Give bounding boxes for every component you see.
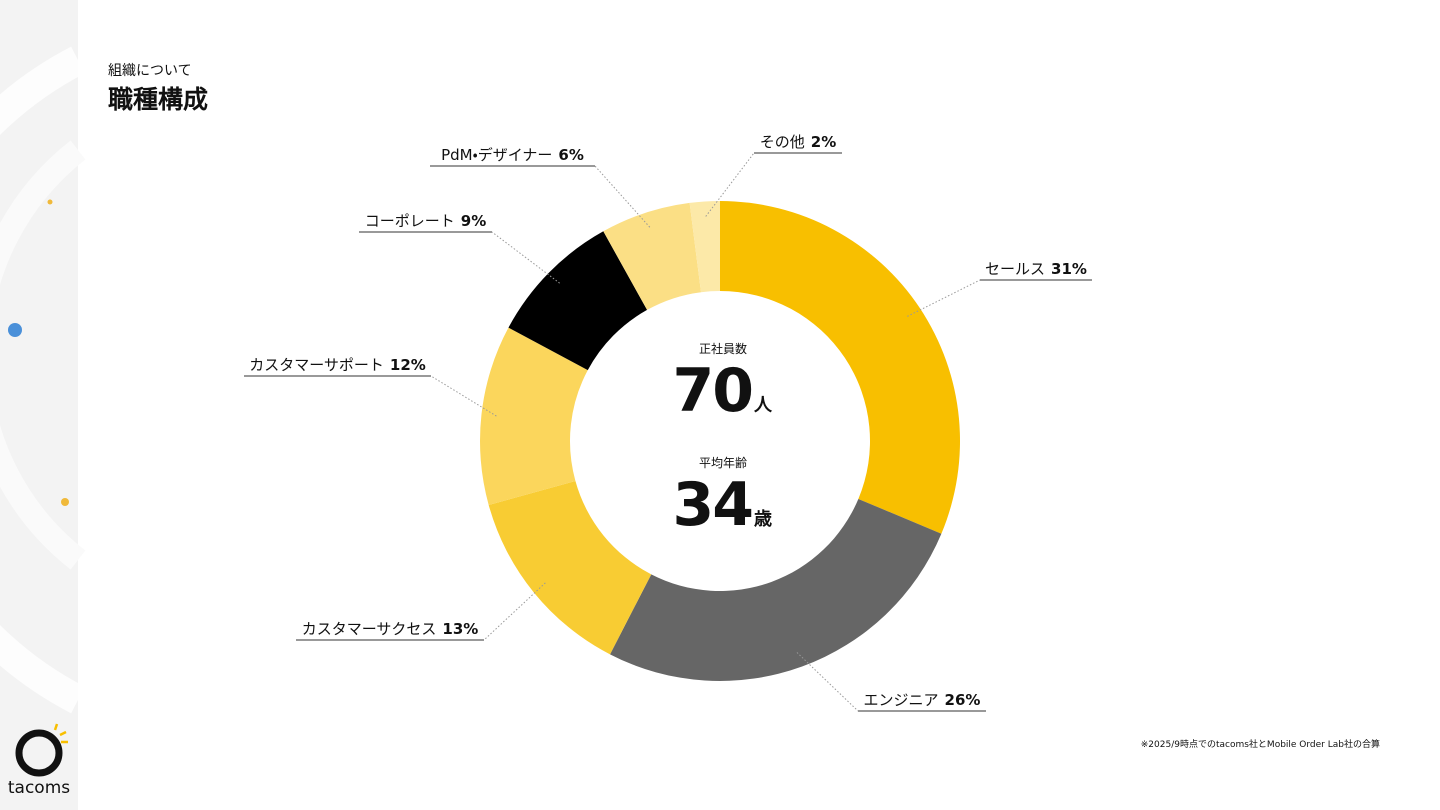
category-name: その他 xyxy=(760,133,805,151)
donut-segment xyxy=(508,231,648,371)
leader-line xyxy=(907,279,981,317)
category-name: コーポレート xyxy=(365,212,455,230)
value-label: 12% xyxy=(390,356,426,374)
stat-label: 正社員数 xyxy=(699,341,747,356)
value-label: 6% xyxy=(558,146,583,164)
value-label: 26% xyxy=(945,691,981,709)
leader-line xyxy=(430,375,497,417)
stat-unit: 人 xyxy=(753,395,773,416)
segment-label: その他 2% xyxy=(760,133,836,151)
donut-segment xyxy=(689,201,720,293)
logo-rays xyxy=(53,723,68,744)
brand: tacoms xyxy=(8,778,70,798)
value-label: 31% xyxy=(1051,260,1087,278)
donut-segment xyxy=(488,480,652,655)
category-name: カスタマーサクセス xyxy=(302,620,437,638)
category-name: PdM・デザイナー xyxy=(441,146,552,164)
donut-segment xyxy=(603,202,702,310)
segment-label: PdM・デザイナー 6% xyxy=(441,146,584,164)
decor-dot xyxy=(8,323,22,337)
side-arc xyxy=(0,140,86,570)
stat-value: 70 xyxy=(673,356,753,426)
kicker: 組織について xyxy=(108,63,192,79)
logo-mark xyxy=(15,729,63,777)
stat-value: 34 xyxy=(673,470,753,540)
segment-label: コーポレート 9% xyxy=(365,212,486,230)
leader-line xyxy=(491,231,560,284)
stat-label: 平均年齢 xyxy=(699,456,747,470)
stat-unit: 歳 xyxy=(754,509,772,530)
value-label: 2% xyxy=(811,133,836,151)
decor-dot xyxy=(47,199,53,205)
segment-label: カスタマーサクセス 13% xyxy=(302,620,479,638)
segment-label: カスタマーサポート 12% xyxy=(249,356,426,374)
leader-line xyxy=(705,152,755,217)
decor-dot xyxy=(61,498,69,506)
segment-label: セールス 31% xyxy=(985,260,1087,278)
leader-line xyxy=(796,652,859,712)
segment-label: エンジニア 26% xyxy=(864,691,981,709)
donut-segment xyxy=(610,498,942,682)
donut-segment xyxy=(480,327,588,505)
category-name: セールス xyxy=(985,260,1045,278)
category-name: カスタマーサポート xyxy=(249,356,384,374)
category-name: エンジニア xyxy=(864,691,939,709)
chart-title: 職種構成 xyxy=(108,85,208,114)
donut-chart: セールス 31% エンジニア 26% カスタマーサクセス 13% カスタマーサポート 12% コ… xyxy=(244,133,1092,712)
donut-segment xyxy=(720,201,961,534)
value-label: 9% xyxy=(461,212,486,230)
footnote: ※2025/9時点でのtacoms社とMobile Order Lab社の合算 xyxy=(1141,738,1380,750)
value-label: 13% xyxy=(442,620,478,638)
